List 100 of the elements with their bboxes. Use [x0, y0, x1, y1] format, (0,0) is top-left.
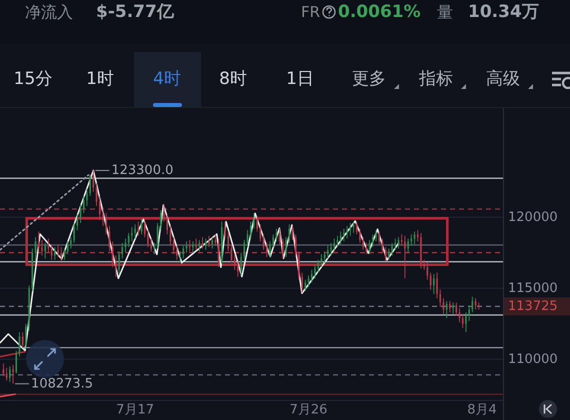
candlestick	[44, 242, 46, 259]
candlestick	[166, 214, 168, 235]
y-tick-label: 120000	[508, 210, 558, 225]
candlestick	[352, 221, 354, 234]
candlestick	[366, 242, 368, 255]
candlestick	[163, 204, 165, 222]
candlestick	[260, 224, 262, 242]
candlestick	[410, 234, 412, 246]
text: 量	[437, 2, 453, 22]
candlestick	[446, 300, 448, 319]
candlestick	[426, 262, 428, 280]
candlestick	[272, 234, 274, 248]
candlestick	[439, 289, 442, 308]
candlestick	[278, 228, 280, 245]
candlestick	[240, 252, 242, 276]
candlestick	[170, 225, 172, 246]
candlestick	[442, 298, 444, 314]
candlestick	[2, 363, 4, 377]
candlestick	[455, 302, 458, 316]
candlestick	[82, 196, 85, 214]
candlestick	[38, 231, 40, 252]
candlestick	[211, 236, 213, 249]
candlestick	[430, 272, 432, 290]
candlestick	[144, 220, 146, 238]
candlestick	[80, 204, 82, 224]
candlestick	[282, 238, 284, 259]
candlestick	[172, 236, 174, 255]
candlestick	[218, 238, 220, 268]
candlestick	[262, 234, 264, 250]
candlestick	[382, 238, 384, 254]
candlestick	[154, 242, 156, 255]
candlestick	[182, 245, 184, 259]
candlestick	[25, 323, 27, 350]
candlestick	[76, 214, 78, 231]
candlestick	[160, 210, 162, 231]
candlestick	[140, 218, 142, 235]
candlestick	[73, 222, 75, 244]
candlestick	[356, 221, 358, 235]
x-tick-label: 8月4	[467, 402, 497, 418]
candlestick	[18, 332, 20, 357]
candlestick	[391, 242, 393, 256]
candlestick	[346, 225, 348, 240]
text: 指标	[418, 69, 453, 89]
text: 高级	[486, 69, 520, 89]
candlestick	[474, 298, 476, 310]
candlestick	[375, 230, 377, 242]
candlestick	[121, 242, 124, 259]
candlestick	[186, 240, 188, 254]
candlestick	[179, 250, 181, 264]
candlestick	[350, 222, 352, 236]
candlestick	[66, 240, 68, 255]
candlestick	[98, 196, 101, 221]
candlestick	[89, 174, 91, 196]
candlestick	[317, 259, 319, 274]
candlestick	[400, 234, 402, 246]
candlestick	[112, 240, 114, 268]
candlestick	[105, 212, 107, 235]
candlestick	[436, 272, 438, 299]
y-tick-label: 110000	[508, 352, 558, 367]
ref-line-label: 113725	[508, 298, 558, 314]
candlestick	[336, 235, 338, 248]
candlestick	[472, 296, 474, 313]
candlestick	[54, 246, 56, 260]
candlestick	[359, 228, 361, 244]
candlestick	[227, 231, 230, 252]
candlestick	[86, 188, 88, 206]
candlestick	[398, 236, 400, 249]
text: 0.0061%	[338, 2, 421, 22]
candlestick	[266, 242, 268, 258]
candlestick	[70, 236, 72, 249]
annotation: 123300.0	[111, 162, 174, 178]
candlestick	[92, 170, 94, 192]
candlestick	[208, 235, 210, 248]
candlestick	[285, 236, 287, 258]
text: FR	[301, 3, 320, 21]
candlestick	[288, 224, 290, 244]
text: 4时	[153, 69, 181, 89]
text: 15分	[14, 69, 52, 89]
candlestick	[368, 240, 370, 255]
candlestick	[15, 350, 18, 374]
candlestick	[269, 240, 271, 258]
candlestick	[462, 313, 464, 328]
candlestick	[372, 234, 374, 248]
candlestick	[256, 215, 258, 232]
candlestick	[362, 236, 364, 250]
candlestick	[253, 212, 255, 230]
candlestick	[57, 244, 59, 258]
y-tick-label: 115000	[508, 280, 558, 296]
candlestick	[224, 221, 226, 240]
candlestick	[131, 226, 133, 242]
x-tick-label: 7月26	[290, 402, 328, 418]
candlestick	[465, 312, 467, 333]
text: 更多	[352, 69, 386, 89]
candlestick	[298, 250, 300, 280]
candlestick	[414, 231, 416, 245]
candlestick	[308, 275, 310, 288]
annotation: 108273.5	[31, 376, 94, 392]
candlestick	[138, 221, 140, 236]
candlestick	[108, 225, 110, 252]
text: 8时	[219, 69, 247, 89]
